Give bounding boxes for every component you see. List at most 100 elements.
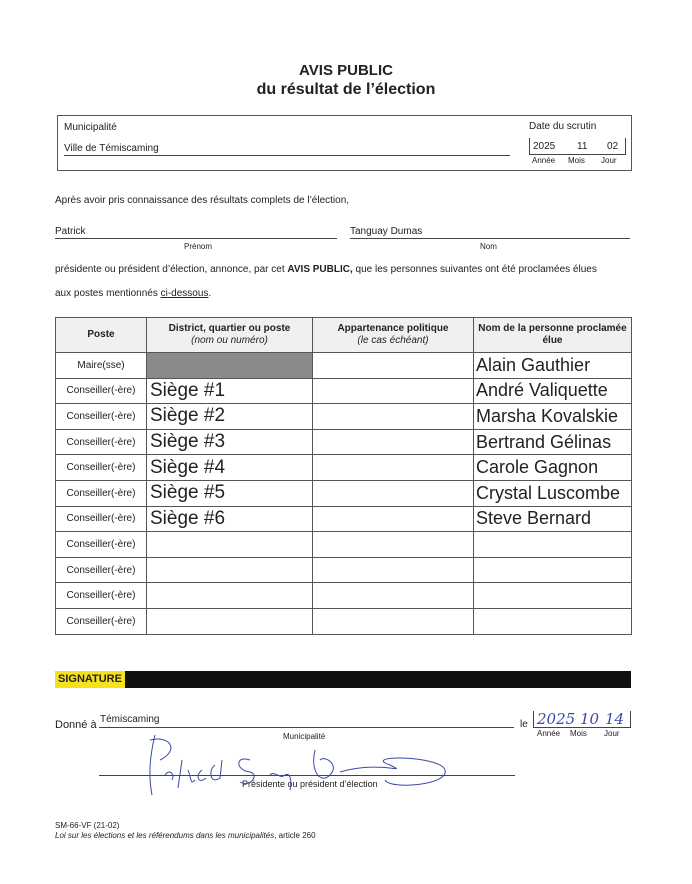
date-day-label: Jour [601,156,617,165]
cell-parti [312,479,474,507]
table-row: Conseiller(-ère) [55,607,632,635]
law-reference: Loi sur les élections et les référendums… [55,831,316,840]
cell-parti [312,531,474,558]
first-name-line [55,238,337,239]
title-line1: AVIS PUBLIC [299,62,393,79]
cell-parti [312,505,474,533]
announcement-text-after: que les personnes suivantes ont été proc… [352,264,597,275]
announcement-bold: AVIS PUBLIC, [287,264,353,275]
cell-nom: André Valiquette [473,377,632,405]
cell-district [146,352,313,379]
cell-nom: Steve Bernard [473,505,632,533]
signature-month-label: Mois [570,729,587,738]
cell-nom: Bertrand Gélinas [473,428,632,456]
signature-date-box [533,711,631,728]
cell-nom [473,582,632,609]
signer-line [99,775,515,776]
cell-poste: Conseiller(-ère) [55,582,147,609]
cell-district: Siège #3 [146,428,313,456]
table-row: Conseiller(-ère) [55,531,632,558]
cell-nom: Marsha Kovalskie [473,403,632,430]
cell-poste: Conseiller(-ère) [55,531,147,558]
cell-district [146,556,313,584]
table-row: Conseiller(-ère) Siège #3 Bertrand Gélinas [55,428,632,456]
table-row: Conseiller(-ère) Siège #4 Carole Gagnon [55,454,632,481]
table-row: Conseiller(-ère) Siège #2 Marsha Kovalskie [55,403,632,430]
cell-parti [312,428,474,456]
first-name-label: Prénom [184,242,213,251]
table-row: Conseiller(-ère) Siège #6 Steve Bernard [55,505,632,533]
signature-date-month: 10 [580,710,600,728]
date-label: Date du scrutin [529,121,597,132]
signature-day-label: Jour [604,729,620,738]
cell-poste: Maire(sse) [55,352,147,379]
cell-parti [312,582,474,609]
column-header: Poste [55,317,147,353]
law-name: Loi sur les élections et les référendums… [55,831,275,840]
announcement-line2-text: aux postes mentionnés [55,288,161,299]
date-year-label: Année [532,156,556,165]
header-box [57,115,632,171]
cell-poste: Conseiller(-ère) [55,377,147,405]
column-header: Nom de la personne proclamée élue [473,317,632,353]
cell-poste: Conseiller(-ère) [55,556,147,584]
column-header: Appartenance politique (le cas échéant) [312,317,474,353]
column-header-title: Poste [87,329,115,340]
signature-date-day: 14 [605,710,625,728]
officer-last-name: Tanguay Dumas [350,226,423,237]
table-row: Conseiller(-ère) [55,582,632,609]
ci-dessous-link: ci-dessous [160,288,209,299]
column-header-title: Nom de la personne proclamée élue [478,323,627,346]
signature-bar [55,671,631,688]
cell-district [146,607,313,635]
given-at-line [99,727,514,728]
cell-district [146,582,313,609]
table-header-row: Poste District, quartier ou poste (nom ou … [55,317,632,353]
intro-text: Après avoir pris connaissance des résult… [55,195,350,206]
date-box [529,138,626,155]
handwritten-signature [149,734,446,796]
cell-poste: Conseiller(-ère) [55,428,147,456]
cell-nom [473,607,632,635]
announcement-line1: présidente ou président d’élection, anno… [55,264,597,275]
announcement-line2: aux postes mentionnés ci-dessous. [55,288,211,299]
municipality-line [64,155,510,156]
cell-district: Siège #5 [146,479,313,507]
le-label: le [520,719,528,730]
cell-nom [473,531,632,558]
municipality-label: Municipalité [64,122,117,133]
signature-year-label: Année [537,729,561,738]
last-name-label: Nom [480,242,497,251]
signer-label: Présidente ou président d’élection [242,779,378,789]
cell-parti [312,454,474,481]
signature-date-year: 2025 [537,710,576,728]
table-row: Maire(sse) Alain Gauthier [55,352,632,379]
cell-poste: Conseiller(-ère) [55,479,147,507]
cell-parti [312,403,474,430]
column-header-subtitle: (nom ou numéro) [191,335,268,346]
cell-district: Siège #1 [146,377,313,405]
cell-poste: Conseiller(-ère) [55,607,147,635]
officer-first-name: Patrick [55,226,86,237]
date-year: 2025 [533,141,556,152]
table-row: Conseiller(-ère) Siège #1 André Valiquette [55,377,632,405]
column-header-title: Appartenance politique [337,323,449,334]
municipality-sublabel: Municipalité [283,732,326,741]
date-day: 02 [607,141,619,152]
cell-poste: Conseiller(-ère) [55,403,147,430]
given-at-value: Témiscaming [100,714,160,725]
cell-poste: Conseiller(-ère) [55,505,147,533]
date-month-label: Mois [568,156,585,165]
column-header-title: District, quartier ou poste [168,323,291,334]
cell-district: Siège #2 [146,403,313,430]
column-header-subtitle: (le cas échéant) [357,335,429,346]
cell-nom [473,556,632,584]
cell-nom: Crystal Luscombe [473,479,632,507]
cell-district [146,531,313,558]
signature-section-label: SIGNATURE [55,671,125,688]
form-code: SM-66-VF (21-02) [55,821,120,830]
table-row: Conseiller(-ère) [55,556,632,584]
announcement-period: . [208,288,212,299]
cell-parti [312,377,474,405]
